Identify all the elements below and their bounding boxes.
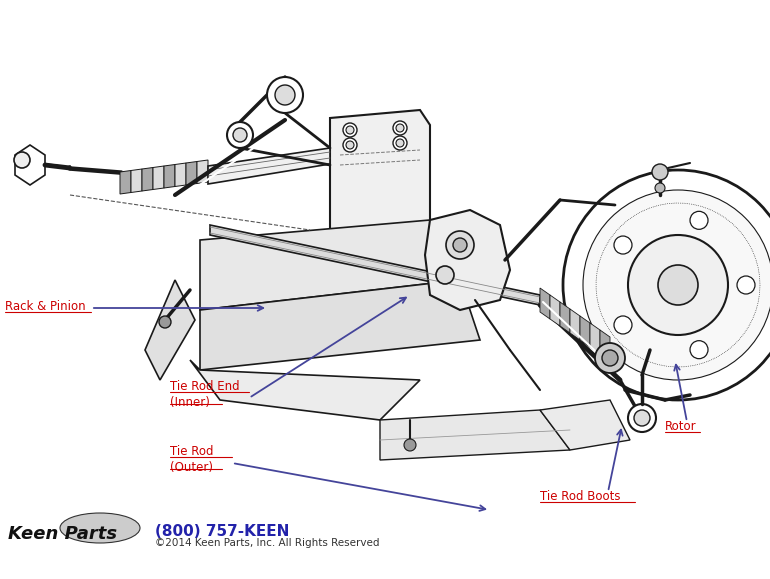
Circle shape bbox=[159, 316, 171, 328]
Circle shape bbox=[233, 128, 247, 142]
Circle shape bbox=[14, 152, 30, 168]
Circle shape bbox=[652, 164, 668, 180]
Circle shape bbox=[346, 141, 354, 149]
Circle shape bbox=[658, 265, 698, 305]
Circle shape bbox=[453, 238, 467, 252]
Text: Keen Parts: Keen Parts bbox=[8, 525, 117, 543]
Text: Tie Rod
(Outer): Tie Rod (Outer) bbox=[170, 445, 213, 474]
Polygon shape bbox=[142, 167, 153, 191]
Polygon shape bbox=[550, 295, 560, 326]
Text: Rack & Pinion: Rack & Pinion bbox=[5, 300, 85, 313]
Polygon shape bbox=[540, 288, 550, 319]
Circle shape bbox=[634, 410, 650, 426]
Circle shape bbox=[628, 404, 656, 432]
Polygon shape bbox=[164, 164, 175, 188]
Ellipse shape bbox=[60, 513, 140, 543]
Circle shape bbox=[595, 343, 625, 373]
Text: ©2014 Keen Parts, Inc. All Rights Reserved: ©2014 Keen Parts, Inc. All Rights Reserv… bbox=[155, 538, 380, 548]
Polygon shape bbox=[425, 210, 510, 310]
Text: Rotor: Rotor bbox=[665, 420, 697, 433]
Circle shape bbox=[436, 266, 454, 284]
Circle shape bbox=[628, 235, 728, 335]
Circle shape bbox=[404, 439, 416, 451]
FancyArrowPatch shape bbox=[608, 430, 623, 489]
Polygon shape bbox=[590, 323, 600, 354]
Polygon shape bbox=[200, 220, 460, 310]
Circle shape bbox=[396, 124, 404, 132]
Circle shape bbox=[343, 123, 357, 137]
Polygon shape bbox=[200, 280, 480, 370]
Text: (800) 757-KEEN: (800) 757-KEEN bbox=[155, 523, 290, 538]
FancyArrowPatch shape bbox=[94, 305, 263, 311]
Polygon shape bbox=[145, 280, 195, 380]
FancyArrowPatch shape bbox=[251, 298, 406, 397]
Circle shape bbox=[227, 122, 253, 148]
Text: Tie Rod End
(Inner): Tie Rod End (Inner) bbox=[170, 380, 239, 409]
Polygon shape bbox=[600, 330, 610, 361]
FancyArrowPatch shape bbox=[675, 365, 687, 419]
Polygon shape bbox=[175, 163, 186, 186]
Polygon shape bbox=[208, 148, 330, 184]
Polygon shape bbox=[540, 400, 630, 450]
Polygon shape bbox=[580, 316, 590, 347]
Polygon shape bbox=[190, 360, 420, 420]
Circle shape bbox=[346, 126, 354, 134]
Circle shape bbox=[446, 231, 474, 259]
Text: Tie Rod Boots: Tie Rod Boots bbox=[540, 490, 621, 503]
Circle shape bbox=[690, 340, 708, 358]
Circle shape bbox=[393, 136, 407, 150]
Polygon shape bbox=[197, 160, 208, 184]
Polygon shape bbox=[131, 169, 142, 192]
Polygon shape bbox=[330, 110, 430, 240]
Polygon shape bbox=[153, 166, 164, 189]
Circle shape bbox=[275, 85, 295, 105]
Circle shape bbox=[267, 77, 303, 113]
Circle shape bbox=[690, 211, 708, 229]
Circle shape bbox=[614, 316, 632, 334]
Circle shape bbox=[737, 276, 755, 294]
Polygon shape bbox=[570, 309, 580, 340]
Circle shape bbox=[655, 183, 665, 193]
Circle shape bbox=[396, 139, 404, 147]
Polygon shape bbox=[15, 145, 45, 185]
Polygon shape bbox=[120, 170, 131, 194]
Circle shape bbox=[614, 236, 632, 254]
Circle shape bbox=[393, 121, 407, 135]
Circle shape bbox=[602, 350, 618, 366]
Circle shape bbox=[343, 138, 357, 152]
Circle shape bbox=[563, 170, 770, 400]
Polygon shape bbox=[186, 162, 197, 185]
FancyArrowPatch shape bbox=[235, 464, 485, 511]
Polygon shape bbox=[560, 302, 570, 333]
Circle shape bbox=[583, 190, 770, 380]
Polygon shape bbox=[380, 410, 570, 460]
Polygon shape bbox=[210, 225, 540, 305]
